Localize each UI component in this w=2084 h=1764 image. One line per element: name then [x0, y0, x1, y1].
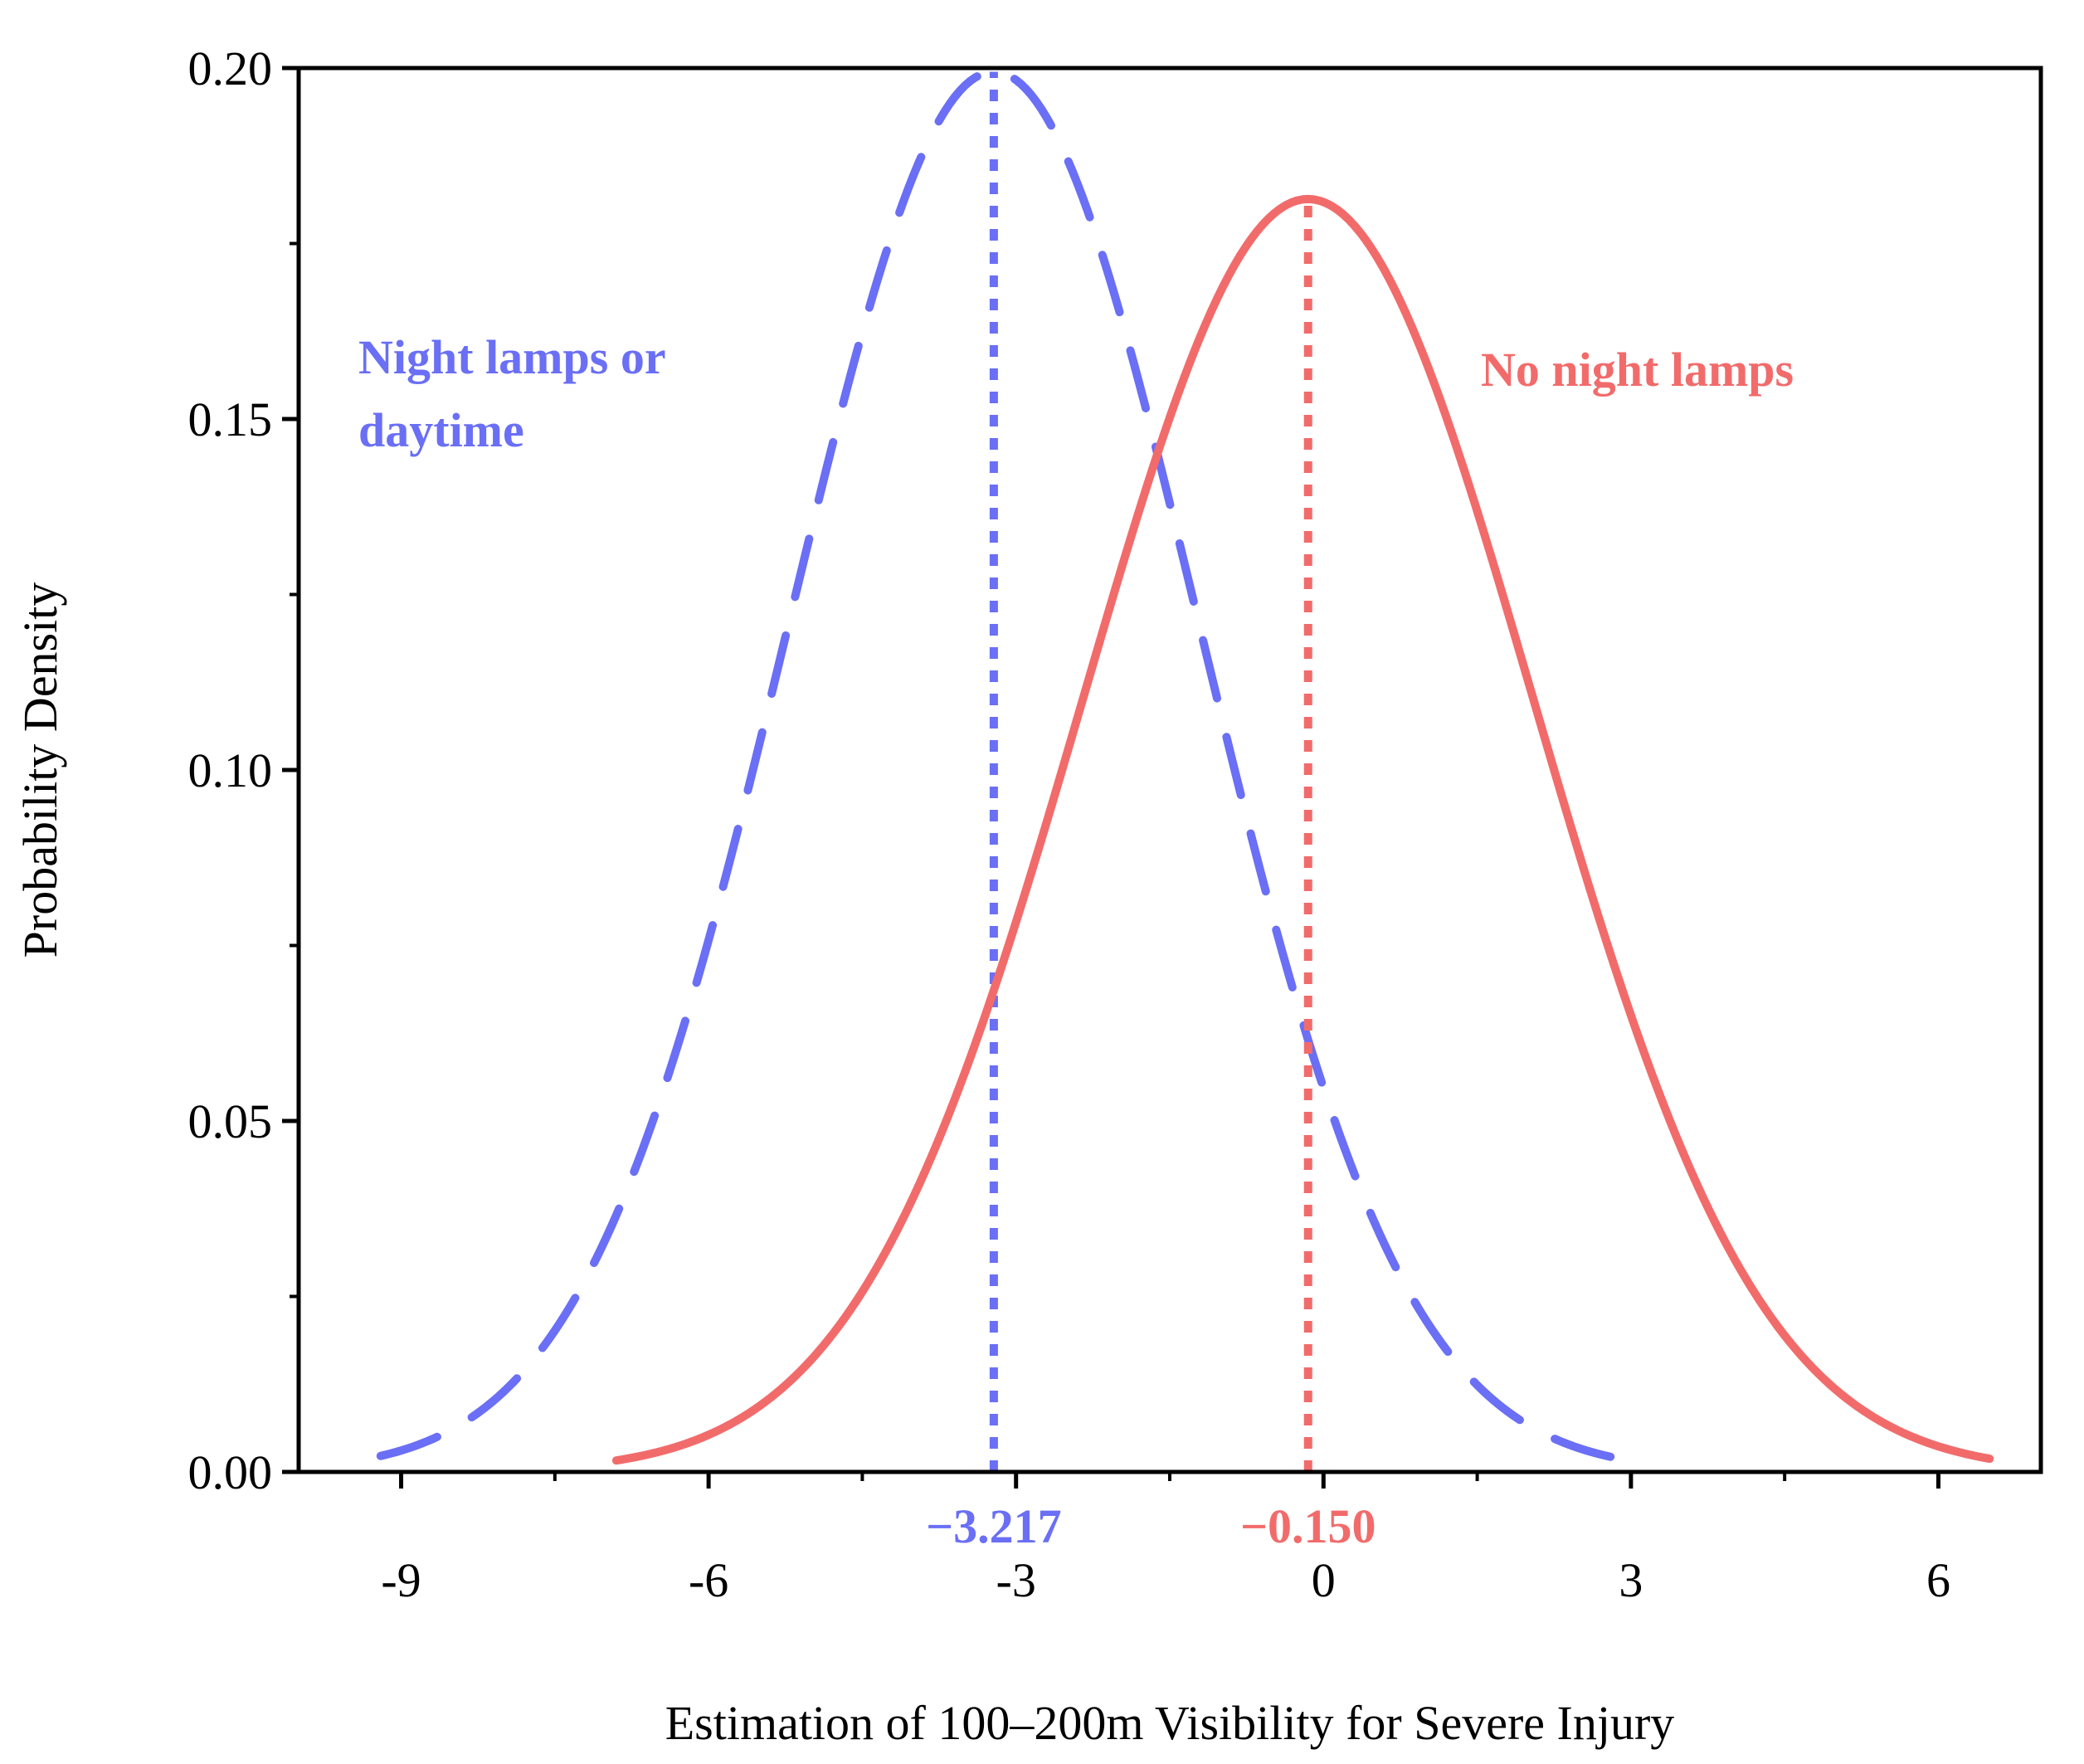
y-tick-label: 0.15 — [188, 392, 273, 446]
y-tick-label: 0.10 — [188, 743, 273, 797]
x-axis-label: Estimation of 100–200m Visibility for Se… — [665, 1696, 1675, 1750]
x-tick-label: 6 — [1926, 1553, 1950, 1607]
x-tick-label: 3 — [1619, 1553, 1643, 1607]
axes: 0.00 0.05 0.10 0.15 0.20 -9 -6 -3 0 3 6 −3.217 −0.15… — [188, 41, 2043, 1607]
series-label-line: daytime — [358, 403, 524, 457]
x-tick-label: -6 — [689, 1553, 728, 1607]
series-label-night-lamps: Night lamps or daytime — [358, 330, 666, 457]
x-tick-label: -9 — [381, 1553, 421, 1607]
mean-label-2: −0.150 — [1240, 1499, 1376, 1553]
y-axis-label: Probability Density — [13, 582, 67, 958]
y-tick-label: 0.20 — [188, 41, 273, 95]
series-line-2 — [611, 194, 1994, 1465]
series-label-no-night-lamps: No night lamps — [1481, 343, 1794, 397]
y-tick-label: 0.00 — [188, 1445, 273, 1499]
x-tick-label: -3 — [996, 1553, 1036, 1607]
mean-label-1: −3.217 — [926, 1499, 1062, 1553]
plot-area: Night lamps or daytime No night lamps — [358, 67, 1994, 1472]
plot-frame — [296, 66, 2043, 1474]
x-tick-label: 0 — [1312, 1553, 1336, 1607]
y-tick-label: 0.05 — [188, 1094, 273, 1148]
series-label-line: No night lamps — [1481, 343, 1794, 397]
series-label-line: Night lamps or — [358, 330, 666, 384]
